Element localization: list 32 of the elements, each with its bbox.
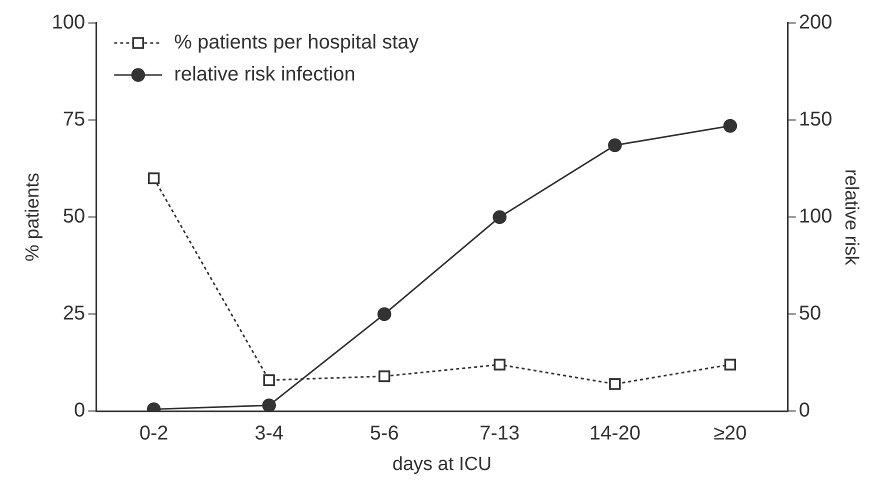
- point: [377, 307, 392, 322]
- y-tick-label: 100: [52, 12, 86, 34]
- point: [723, 118, 738, 133]
- point: [492, 210, 507, 224]
- point: [378, 370, 390, 382]
- legend-label: % patients per hospital stay: [174, 32, 419, 54]
- y2-tick-label: 150: [798, 108, 832, 131]
- point: [609, 378, 621, 390]
- y-tick-label: 0: [74, 400, 86, 422]
- x-tick-label: ≥20: [714, 422, 747, 445]
- y2-tick-label: 0: [798, 400, 810, 422]
- legend-label: relative risk infection: [174, 64, 356, 86]
- y2-tick-label: 50: [798, 302, 822, 325]
- x-tick-label: 3-4: [254, 422, 284, 445]
- point: [608, 138, 622, 152]
- x-tick-label: 7-13: [480, 422, 520, 445]
- y2-tick-label: 100: [798, 206, 832, 228]
- point: [148, 172, 160, 184]
- point: [262, 398, 276, 412]
- x-axis-title: days at ICU: [392, 454, 492, 475]
- y2-axis-title: relative risk: [840, 169, 862, 266]
- y-tick-label: 50: [62, 206, 86, 228]
- x-tick-label: 5-6: [370, 422, 399, 445]
- y2-tick-label: 200: [798, 12, 832, 34]
- point: [263, 374, 275, 386]
- point: [724, 358, 736, 370]
- y-axis-title: % patients: [22, 172, 44, 262]
- x-tick-label: 14-20: [589, 422, 640, 445]
- x-tick-label: 0-2: [139, 422, 168, 445]
- point: [494, 358, 506, 370]
- y-tick-label: 75: [62, 108, 86, 131]
- y-tick-label: 25: [62, 302, 86, 325]
